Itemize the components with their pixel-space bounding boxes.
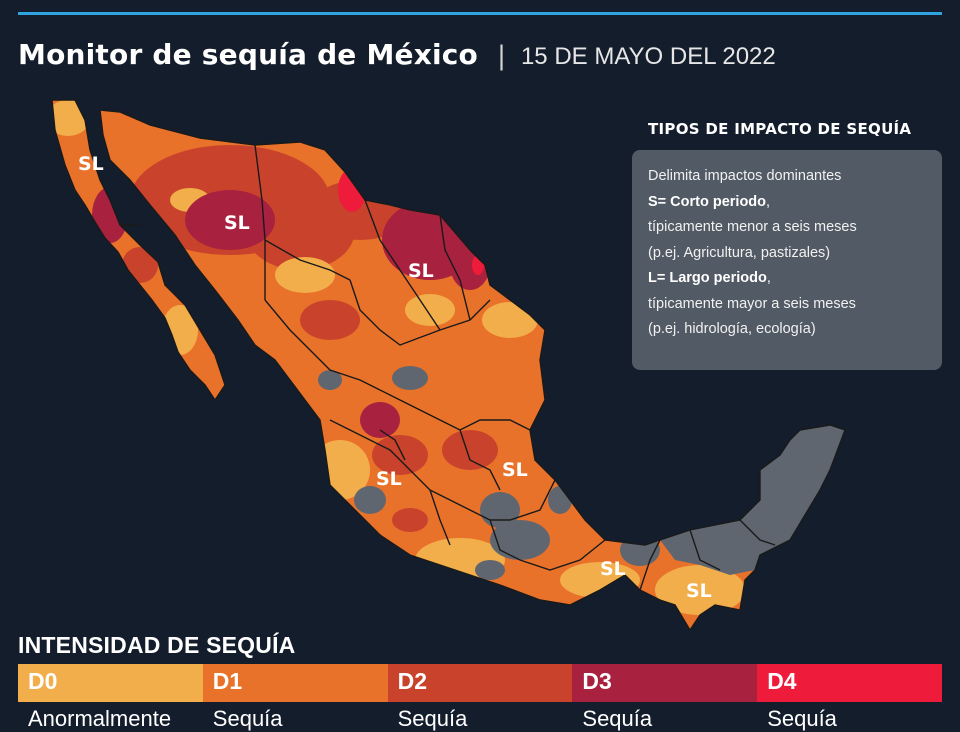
impact-legend-heading: TIPOS DE IMPACTO DE SEQUÍA bbox=[648, 120, 912, 138]
impact-label-veracruz: SL bbox=[600, 558, 626, 580]
legend-s-label: S= Corto periodo bbox=[648, 193, 767, 210]
title-date: 15 DE MAYO DEL 2022 bbox=[520, 43, 776, 70]
legend-l-desc: típicamente mayor a seis meses bbox=[648, 295, 856, 312]
legend-intro: Delimita impactos dominantes bbox=[648, 168, 842, 184]
impact-label-chihuahua: SL bbox=[224, 212, 250, 234]
impact-label-nuevo-leon: SL bbox=[408, 260, 434, 282]
impact-label-baja-norte: SL bbox=[78, 153, 104, 175]
intensity-d0-desc: Anormalmente bbox=[28, 706, 172, 731]
intensity-d4: D4 bbox=[757, 664, 942, 702]
intensity-scale: D0 D1 D2 D3 D4 bbox=[18, 664, 942, 702]
title-separator: | bbox=[497, 41, 506, 71]
intensity-d1: D1 bbox=[202, 664, 388, 702]
intensity-descriptions: Anormalmente Sequía Sequía Sequía Sequía bbox=[18, 706, 942, 732]
intensity-d2-desc: Sequía bbox=[397, 706, 468, 731]
top-accent-rule bbox=[18, 12, 942, 15]
impact-legend-box: Delimita impactos dominantes S= Corto pe… bbox=[632, 150, 942, 370]
intensity-d2: D2 bbox=[387, 664, 573, 702]
state-borders bbox=[51, 99, 846, 630]
legend-s-row: S= Corto periodo, bbox=[648, 193, 771, 210]
legend-l-example: (p.ej. hidrología, ecología) bbox=[648, 321, 816, 337]
legend-l-label: L= Largo periodo bbox=[648, 270, 767, 286]
impact-label-centro: SL bbox=[502, 459, 528, 481]
legend-s-desc: típicamente menor a seis meses bbox=[648, 219, 857, 235]
intensity-d3: D3 bbox=[572, 664, 758, 702]
legend-l-row: L= Largo periodo, bbox=[648, 270, 771, 286]
page-title: Monitor de sequía de México | 15 DE MAYO… bbox=[18, 38, 776, 71]
intensity-d0: D0 bbox=[18, 664, 203, 702]
intensity-d1-desc: Sequía bbox=[212, 706, 283, 731]
intensity-d3-desc: Sequía bbox=[582, 706, 653, 731]
impact-label-jalisco: SL bbox=[376, 468, 402, 490]
title-main: Monitor de sequía de México bbox=[18, 38, 478, 71]
legend-s-example: (p.ej. Agricultura, pastizales) bbox=[648, 244, 831, 261]
intensity-d4-desc: Sequía bbox=[767, 706, 837, 731]
impact-label-chiapas: SL bbox=[686, 580, 712, 602]
intensity-heading: INTENSIDAD DE SEQUÍA bbox=[18, 632, 296, 658]
